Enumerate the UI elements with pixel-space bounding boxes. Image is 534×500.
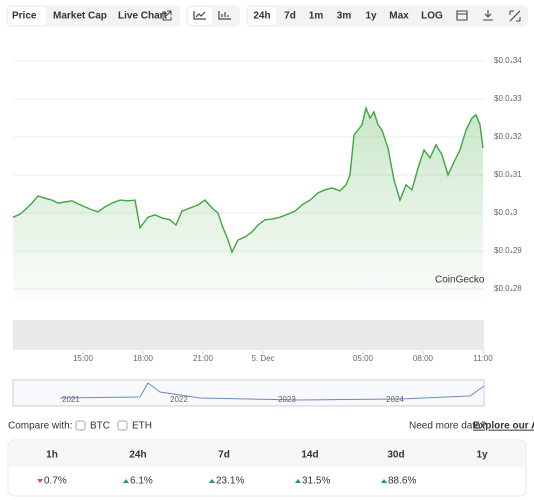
navigator-label: 2023 [278, 395, 296, 404]
y-tick-label: $0.0₄28 [494, 284, 522, 293]
x-tick-label: 11:00 [473, 354, 493, 363]
x-tick-label: 18:00 [133, 354, 154, 363]
tab-active [8, 7, 46, 25]
compare-option[interactable]: ETH [132, 421, 152, 432]
navigator-line [59, 382, 485, 401]
x-tick-label: 15:00 [73, 354, 94, 363]
tab[interactable]: Live Chart [118, 11, 168, 22]
navigator [12, 379, 485, 407]
api-link[interactable]: Explore our API [473, 421, 534, 432]
change-cell: 0.7% [44, 476, 67, 487]
up-arrow [209, 479, 215, 483]
x-tick-label: 21:00 [193, 354, 214, 363]
range-button[interactable]: LOG [421, 11, 443, 22]
y-tick-label: $0.0₄3 [494, 208, 518, 217]
range-button[interactable]: 24h [253, 11, 270, 22]
range-button[interactable]: 1y [365, 11, 377, 22]
candle-icon[interactable] [218, 11, 231, 20]
x-tick-label: 08:00 [413, 354, 434, 363]
up-arrow [381, 479, 387, 483]
change-cell: 6.1% [130, 476, 153, 487]
fullscreen-icon[interactable] [509, 10, 521, 22]
table-header: 1y [476, 450, 488, 461]
download-icon[interactable] [483, 10, 493, 21]
range-button[interactable]: 3m [337, 11, 352, 22]
area [13, 108, 483, 300]
y-tick-label: $0.0₄29 [494, 246, 522, 255]
note: Need more data? [409, 421, 487, 432]
checkbox[interactable] [117, 420, 128, 431]
x-tick-label: 5. Dec [251, 354, 274, 363]
navigator-label: 2024 [386, 395, 404, 404]
change-cell: 88.6% [388, 476, 416, 487]
line-icon[interactable] [193, 11, 206, 20]
x-tick-label: 05:00 [353, 354, 374, 363]
navigator-label: 2022 [170, 395, 188, 404]
range-button[interactable]: 7d [284, 11, 296, 22]
table-header: 7d [218, 450, 230, 461]
y-tick-label: $0.0₄31 [494, 170, 522, 179]
table-header [9, 441, 525, 467]
table-header: 14d [301, 450, 318, 461]
change-cell: 31.5% [302, 476, 330, 487]
range-active [248, 7, 276, 25]
tab-group [6, 5, 180, 27]
checkbox[interactable] [75, 420, 86, 431]
chart-type-active [188, 7, 212, 25]
compare-option[interactable]: BTC [90, 421, 110, 432]
y-tick-label: $0.0₄34 [494, 56, 522, 65]
range-button[interactable]: 1m [309, 11, 324, 22]
down-arrow [37, 479, 43, 483]
calendar-icon[interactable] [456, 10, 468, 21]
change-cell: 23.1% [216, 476, 244, 487]
range-button[interactable]: Max [389, 11, 409, 22]
up-arrow [123, 479, 129, 483]
table-header: 24h [129, 450, 146, 461]
volume-band [13, 320, 484, 350]
navigator-label: 2021 [62, 395, 80, 404]
compare-label: Compare with: [8, 421, 72, 432]
y-tick-label: $0.0₄33 [494, 94, 522, 103]
price-line [12, 105, 484, 254]
table-header: 1h [46, 450, 58, 461]
tab[interactable]: Price [12, 11, 37, 22]
up-arrow [295, 479, 301, 483]
y-tick-label: $0.0₄32 [494, 132, 522, 141]
external-icon[interactable] [162, 10, 172, 21]
tab[interactable]: Market Cap [53, 11, 107, 22]
table-header: 30d [387, 450, 404, 461]
